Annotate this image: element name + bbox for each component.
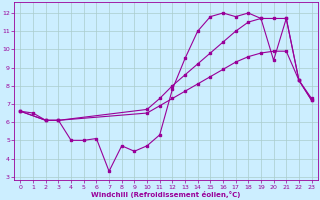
X-axis label: Windchill (Refroidissement éolien,°C): Windchill (Refroidissement éolien,°C)	[91, 191, 241, 198]
